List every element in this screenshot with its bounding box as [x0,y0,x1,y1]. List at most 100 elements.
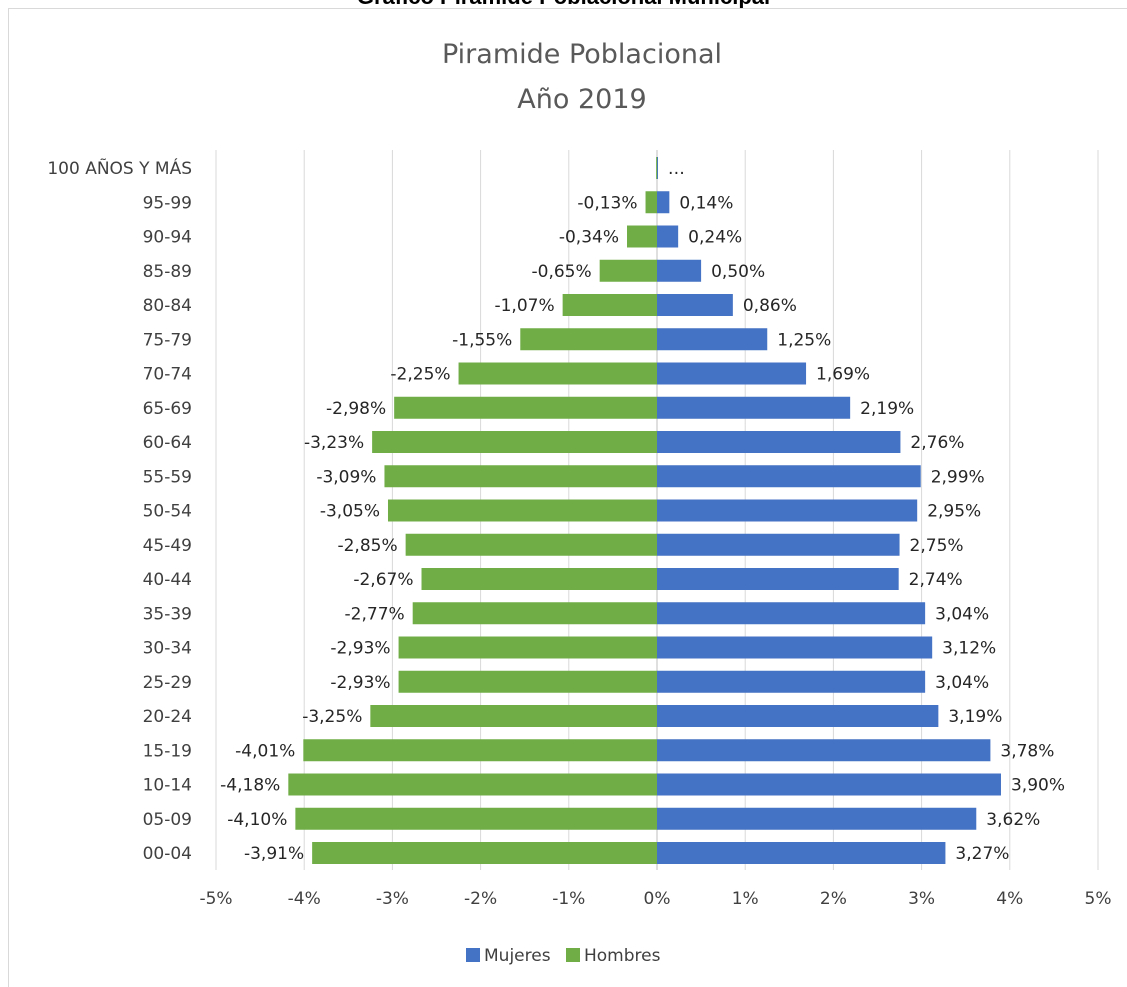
category-label: 70-74 [143,365,192,385]
data-label: 3,27% [955,844,1009,864]
bars [288,157,1001,864]
data-label: -0,65% [532,262,592,282]
data-label: -2,77% [345,604,405,624]
data-label: 3,04% [935,604,989,624]
bar-hombres [627,225,657,248]
data-label: 0,50% [711,262,765,282]
data-label: 3,78% [1000,741,1054,761]
bar-hombres [394,396,657,419]
category-label: 20-24 [143,707,192,727]
bar-hombres [398,636,657,659]
x-tick-label: -2% [464,889,497,909]
data-label: 2,95% [927,502,981,522]
bar-mujeres [657,705,939,727]
chart-frame [8,8,1127,987]
data-label: -2,25% [390,365,450,385]
category-label: 80-84 [143,296,192,316]
data-label: -3,09% [316,467,376,487]
data-label: 3,04% [935,673,989,693]
bar-hombres [312,842,657,864]
category-label: 50-54 [143,502,192,522]
bar-hombres [288,773,657,796]
bar-hombres [384,465,657,488]
category-label: 95-99 [143,193,192,213]
x-tick-label: 0% [644,889,671,909]
x-tick-label: 1% [732,889,759,909]
category-label: 75-79 [143,330,192,350]
bar-mujeres [657,225,679,248]
bar-hombres [398,670,657,693]
category-label: 25-29 [143,673,192,693]
page-heading: Gráfico Pirámide Poblacional Municipal [0,0,1127,12]
bar-hombres [458,362,657,385]
data-label: 0,14% [679,193,733,213]
bar-mujeres [657,568,899,590]
data-label: -3,25% [302,707,362,727]
labels: -5% -4% -3% -2% -1% 0% 1% 2% 3% 4% 5% 100 AÑOS Y MÁ… [47,157,1111,909]
bar-hombres [421,568,657,590]
bar-hombres [412,602,657,625]
bar-mujeres [657,533,900,556]
chart-title: Piramide Poblacional [442,39,722,70]
category-label: 15-19 [143,741,192,761]
data-label: 3,19% [948,707,1002,727]
data-label: 3,90% [1011,776,1065,796]
data-label: … [668,159,685,179]
legend-label: Mujeres [484,946,551,966]
category-label: 55-59 [143,467,192,487]
data-label: -0,13% [577,193,637,213]
data-label: -2,67% [353,570,413,590]
bar-hombres [303,739,657,762]
category-label: 40-44 [143,570,192,590]
data-label: -1,07% [494,296,554,316]
bar-hombres [520,328,657,351]
data-label: -4,18% [220,776,280,796]
bar-mujeres [657,465,921,488]
category-label: 35-39 [143,604,192,624]
data-label: 2,74% [909,570,963,590]
bar-mujeres [657,499,918,522]
legend: Mujeres Hombres [466,946,661,966]
data-label: -4,01% [235,741,295,761]
x-tick-label: 5% [1085,889,1112,909]
category-label: 85-89 [143,262,192,282]
bar-mujeres [657,396,851,419]
x-tick-label: 3% [908,889,935,909]
category-label: 00-04 [143,844,192,864]
category-label: 60-64 [143,433,192,453]
data-label: 2,99% [931,467,985,487]
data-label: 2,75% [910,536,964,556]
bar-hombres [599,259,657,282]
chart-subtitle: Año 2019 [517,84,646,115]
bar-mujeres [657,602,926,625]
data-label: 2,19% [860,399,914,419]
data-label: 0,24% [688,228,742,248]
data-label: -3,05% [320,502,380,522]
bar-mujeres [657,842,946,864]
legend-swatch [466,948,480,962]
data-label: 1,25% [777,330,831,350]
data-label: -3,23% [304,433,364,453]
bar-hombres [405,533,657,556]
bar-mujeres [657,294,733,316]
legend-label: Hombres [584,946,661,966]
data-label: -2,93% [330,639,390,659]
data-label: -2,85% [337,536,397,556]
data-label: -2,98% [326,399,386,419]
x-tick-label: 4% [996,889,1023,909]
category-label: 30-34 [143,639,192,659]
x-tick-label: -1% [552,889,585,909]
bar-hombres [372,431,657,453]
category-label: 05-09 [143,810,192,830]
x-tick-label: -3% [376,889,409,909]
bar-hombres [295,807,657,830]
data-label: 1,69% [816,365,870,385]
category-label: 100 AÑOS Y MÁS [47,157,192,179]
bar-mujeres [657,259,702,282]
data-label: -3,91% [244,844,304,864]
category-label: 10-14 [143,776,192,796]
category-label: 65-69 [143,399,192,419]
bar-mujeres [657,157,658,179]
data-label: 3,62% [986,810,1040,830]
